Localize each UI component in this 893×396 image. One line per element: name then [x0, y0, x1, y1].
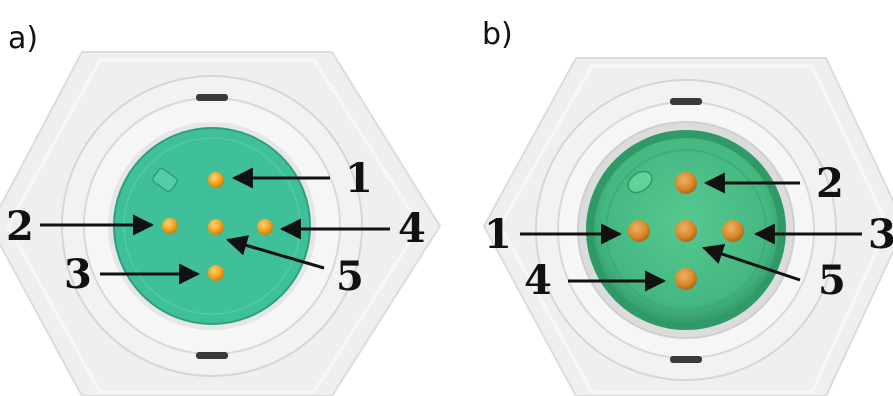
panel-b-pin-4-label: 4 — [524, 257, 552, 304]
panel-b-pin-5-label: 5 — [818, 257, 846, 304]
panel-a-pin-2 — [162, 218, 178, 234]
panel-a-pin-4-label: 4 — [398, 205, 426, 252]
panel-b-arrow-5 — [702, 244, 801, 282]
panel-a-keyway — [152, 167, 178, 193]
panel-b-pin-4 — [675, 268, 697, 290]
panel-b-pin-1-label: 1 — [484, 211, 512, 258]
panel-b-pin-1 — [628, 220, 650, 242]
panel-a-pin-3-label: 3 — [64, 251, 92, 298]
panel-b-keyway — [627, 170, 653, 194]
panel-b-pin-2 — [675, 172, 697, 194]
panel-b-pin-3-label: 3 — [868, 211, 893, 258]
panel-a-pin-3 — [208, 265, 224, 281]
panel-b: b) 2 1 3 4 5 — [482, 17, 893, 396]
panel-a-label: a) — [8, 21, 38, 56]
panel-a: a) 1 2 4 3 5 — [0, 21, 442, 396]
panel-b-pin-2-label: 2 — [816, 160, 844, 207]
panel-a-pin-1 — [208, 172, 224, 188]
panel-a-pin-2-label: 2 — [6, 203, 34, 250]
panel-a-pin-5-label: 5 — [336, 253, 364, 300]
panel-a-pin-4 — [257, 219, 273, 235]
panel-a-arrow-5 — [225, 235, 325, 270]
panel-b-pin-5 — [675, 220, 697, 242]
panel-a-pin-5 — [208, 219, 224, 235]
panel-a-pin-1-label: 1 — [345, 155, 373, 202]
panel-b-pin-3 — [722, 220, 744, 242]
panel-b-label: b) — [482, 17, 513, 52]
